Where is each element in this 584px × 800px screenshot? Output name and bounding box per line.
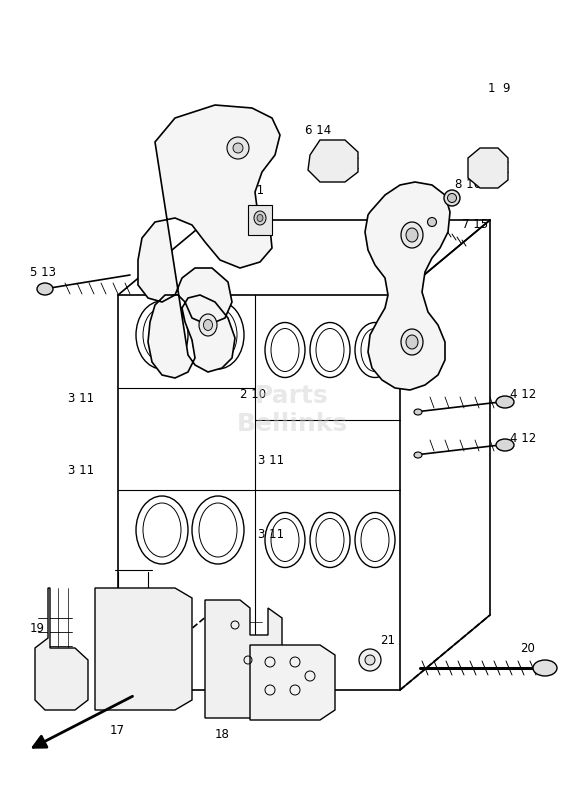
Ellipse shape [359,649,381,671]
Polygon shape [248,205,272,235]
Ellipse shape [355,322,395,378]
Text: 5 13: 5 13 [30,266,56,278]
Ellipse shape [227,137,249,159]
Text: 19: 19 [30,622,45,634]
Ellipse shape [271,329,299,371]
Ellipse shape [265,322,305,378]
Ellipse shape [265,513,305,567]
Ellipse shape [316,518,344,562]
Ellipse shape [361,329,389,371]
Text: 4 12: 4 12 [510,389,536,402]
Text: 6 14: 6 14 [305,123,331,137]
Ellipse shape [192,496,244,564]
Ellipse shape [199,503,237,557]
Ellipse shape [192,301,244,369]
Ellipse shape [355,513,395,567]
Ellipse shape [447,194,457,202]
Ellipse shape [406,335,418,349]
Text: 3 11: 3 11 [258,454,284,466]
Ellipse shape [427,218,436,226]
Polygon shape [138,105,280,378]
Text: 17: 17 [110,723,125,737]
Text: 1  9: 1 9 [488,82,510,94]
Text: 7 15: 7 15 [462,218,488,231]
Ellipse shape [199,308,237,362]
Ellipse shape [365,655,375,665]
Text: 18: 18 [215,729,230,742]
Ellipse shape [143,308,181,362]
Polygon shape [308,140,358,182]
Polygon shape [95,588,192,710]
Text: 3 11: 3 11 [258,529,284,542]
Ellipse shape [271,518,299,562]
Ellipse shape [203,319,213,330]
Polygon shape [35,588,88,710]
Ellipse shape [316,329,344,371]
Text: 20: 20 [520,642,535,654]
Ellipse shape [401,222,423,248]
Ellipse shape [444,190,460,206]
Text: 3 11: 3 11 [68,463,94,477]
Ellipse shape [310,322,350,378]
Ellipse shape [414,452,422,458]
Ellipse shape [37,283,53,295]
Text: 2 10: 2 10 [240,389,266,402]
Text: 21: 21 [380,634,395,646]
Ellipse shape [143,503,181,557]
Ellipse shape [310,513,350,567]
Text: Parts
Bellinks: Parts Bellinks [237,384,347,436]
Polygon shape [250,645,335,720]
Ellipse shape [254,211,266,225]
Polygon shape [468,148,508,188]
Text: 4 12: 4 12 [510,431,536,445]
Ellipse shape [233,143,243,153]
Ellipse shape [406,228,418,242]
Ellipse shape [136,301,188,369]
Ellipse shape [533,660,557,676]
Ellipse shape [199,314,217,336]
Ellipse shape [136,496,188,564]
Text: 3 11: 3 11 [238,183,264,197]
Ellipse shape [496,396,514,408]
Ellipse shape [361,518,389,562]
Text: 3 11: 3 11 [68,391,94,405]
Polygon shape [205,600,282,718]
Polygon shape [365,182,450,390]
Ellipse shape [257,214,263,222]
Ellipse shape [496,439,514,451]
Ellipse shape [414,409,422,415]
Text: 8 16: 8 16 [455,178,481,191]
Ellipse shape [401,329,423,355]
